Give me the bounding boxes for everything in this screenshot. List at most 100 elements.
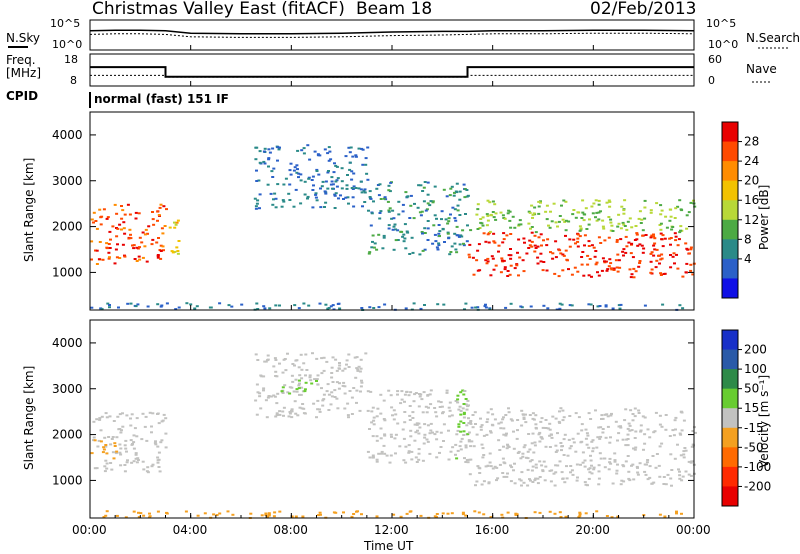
heatmap-cell <box>626 444 630 447</box>
heatmap-cell <box>104 459 108 462</box>
x-tick-label: 04:00 <box>173 523 208 537</box>
heatmap-cell <box>506 511 510 514</box>
heatmap-cell <box>105 452 109 455</box>
heatmap-cell <box>528 460 532 463</box>
heatmap-cell <box>255 169 258 172</box>
heatmap-cell <box>338 362 341 364</box>
heatmap-cell <box>635 233 639 236</box>
heatmap-cell <box>685 227 689 230</box>
heatmap-cell <box>503 462 507 465</box>
heatmap-cell <box>565 477 569 480</box>
time-axis: 00:00 04:00 08:00 12:00 16:00 20:00 00:00 <box>72 45 711 537</box>
heatmap-cell <box>586 254 590 257</box>
heatmap-cell <box>494 218 498 221</box>
heatmap-cell <box>606 425 610 428</box>
heatmap-cell <box>567 268 570 271</box>
heatmap-cell <box>151 218 155 221</box>
heatmap-cell <box>672 252 676 255</box>
heatmap-cell <box>295 171 299 174</box>
heatmap-cell <box>639 430 643 433</box>
heatmap-cell <box>325 390 329 393</box>
heatmap-cell <box>255 180 259 182</box>
heatmap-cell <box>674 416 678 419</box>
heatmap-cell <box>484 465 488 468</box>
heatmap-cell <box>308 374 312 377</box>
heatmap-cell <box>142 468 146 471</box>
heatmap-cell <box>218 512 222 515</box>
heatmap-cell <box>280 205 284 208</box>
heatmap-cell <box>662 483 666 485</box>
heatmap-cell <box>438 230 442 233</box>
heatmap-cell <box>609 229 613 232</box>
heatmap-cell <box>540 244 543 247</box>
noise-panel: N.Sky 10^5 10^0 10^5 10^0 N.Search <box>6 17 800 51</box>
heatmap-cell <box>142 514 146 517</box>
heatmap-cell <box>148 512 151 515</box>
heatmap-cell <box>156 256 160 259</box>
heatmap-cell <box>505 447 509 450</box>
heatmap-cell <box>291 380 295 383</box>
heatmap-cell <box>489 274 493 277</box>
heatmap-cell <box>536 262 540 265</box>
heatmap-cell <box>464 403 468 406</box>
heatmap-cell <box>522 481 526 484</box>
heatmap-cell <box>659 213 663 216</box>
heatmap-cell <box>600 414 604 417</box>
heatmap-cell <box>451 206 455 209</box>
heatmap-cell <box>308 158 312 161</box>
heatmap-cell <box>364 352 368 355</box>
heatmap-cell <box>133 427 137 430</box>
heatmap-cell <box>421 249 425 252</box>
heatmap-cell <box>253 197 257 200</box>
heatmap-cell <box>310 179 314 181</box>
heatmap-cell <box>531 465 535 468</box>
heatmap-cell <box>426 227 430 230</box>
heatmap-cell <box>589 454 592 457</box>
heatmap-cell <box>482 232 486 235</box>
heatmap-cell <box>567 438 571 441</box>
heatmap-cell <box>615 469 619 472</box>
heatmap-cell <box>298 406 302 409</box>
heatmap-cell <box>345 359 349 362</box>
heatmap-cell <box>360 307 364 309</box>
heatmap-cell <box>528 478 531 481</box>
heatmap-cell <box>295 164 299 167</box>
heatmap-cell <box>323 190 327 193</box>
heatmap-cell <box>344 196 348 199</box>
heatmap-cell <box>171 251 175 254</box>
heatmap-cell <box>130 413 134 416</box>
heatmap-cell <box>605 515 609 517</box>
heatmap-cell <box>254 399 258 402</box>
heatmap-cell <box>615 239 619 241</box>
heatmap-cell <box>456 449 460 452</box>
heatmap-cell <box>641 234 645 237</box>
heatmap-cell <box>575 479 579 482</box>
heatmap-cell <box>404 191 408 194</box>
heatmap-cell <box>599 242 603 244</box>
colorbar-swatch <box>722 427 738 448</box>
colorbar-frame <box>721 329 739 507</box>
cpid-label: CPID <box>6 89 38 103</box>
heatmap-cell <box>484 240 488 243</box>
heatmap-cell <box>533 244 537 247</box>
heatmap-cell <box>638 243 642 246</box>
heatmap-cell <box>136 303 140 306</box>
heatmap-cell <box>471 256 475 259</box>
heatmap-cell <box>132 441 136 444</box>
heatmap-cell <box>260 514 264 517</box>
heatmap-cell <box>583 465 587 468</box>
heatmap-cell <box>677 468 680 471</box>
heatmap-cell <box>273 395 277 398</box>
heatmap-cell <box>375 248 379 251</box>
heatmap-cell <box>338 307 342 310</box>
heatmap-cell <box>446 231 450 234</box>
heatmap-cell <box>455 251 459 254</box>
heatmap-cell <box>612 269 616 271</box>
heatmap-cell <box>102 516 106 518</box>
frequency-left-tick-top: 18 <box>64 53 78 66</box>
heatmap-cell <box>587 274 591 277</box>
heatmap-cell <box>689 269 693 272</box>
noise-sky-line <box>89 29 695 35</box>
heatmap-cell <box>399 515 403 518</box>
heatmap-cell <box>530 459 534 462</box>
